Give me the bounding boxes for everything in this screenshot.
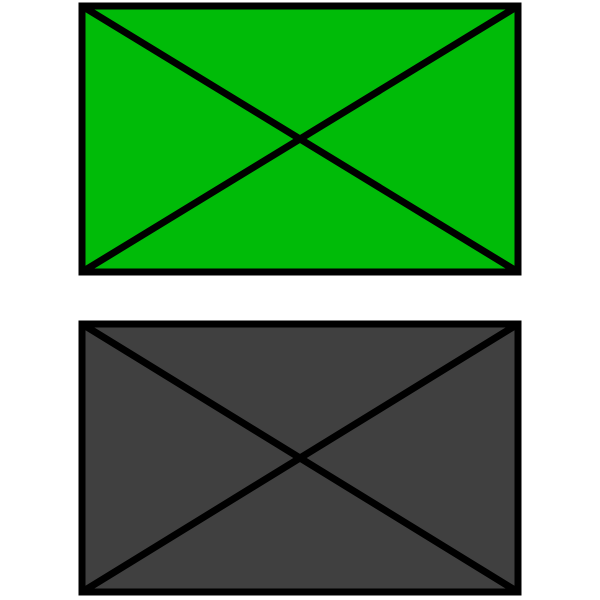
top-box <box>78 2 522 276</box>
bottom-box-diagonal-2 <box>80 321 520 595</box>
bottom-box <box>78 320 522 596</box>
top-box-diagonal-2 <box>80 3 520 275</box>
